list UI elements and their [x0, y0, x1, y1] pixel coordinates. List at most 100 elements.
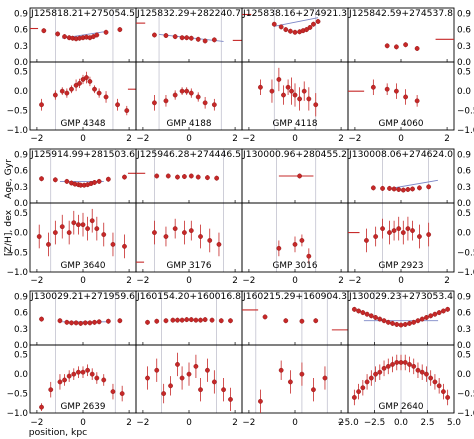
age-point: [57, 318, 63, 324]
right-age-tick: 0.9: [457, 150, 471, 160]
x-tick-label: 0: [292, 134, 298, 144]
age-point: [380, 186, 385, 191]
zh-point: [39, 102, 44, 108]
zh-point: [276, 77, 282, 82]
galaxy-label: GMP 2923: [379, 261, 424, 271]
x-tick-label: 0: [80, 276, 86, 286]
age-point: [417, 185, 422, 191]
zh-point: [436, 383, 442, 389]
x-tick-label: 0: [398, 134, 404, 144]
age-point: [445, 306, 451, 312]
zh-point: [87, 79, 93, 84]
galaxy-label: GMP 4348: [61, 119, 106, 129]
age-point: [211, 37, 217, 43]
right-zh-tick: 0.5: [457, 68, 471, 78]
right-zh-tick: −0.5: [457, 390, 474, 400]
y-axis-label-zh: [Z/H], dex: [3, 209, 14, 256]
x-tick-label: 0: [186, 418, 192, 428]
right-age-tick: 0.9: [457, 292, 471, 302]
zh-point: [400, 230, 406, 235]
age-point: [385, 319, 391, 325]
left-zh-tick: −1.0: [7, 126, 29, 136]
x-tick-label: −2: [30, 134, 43, 144]
zh-point: [115, 102, 120, 108]
right-zh-tick: −1.0: [457, 409, 474, 419]
zh-point: [36, 234, 42, 239]
left-zh-tick: 0.0: [14, 87, 28, 97]
age-point: [117, 27, 123, 32]
age-point: [283, 318, 289, 324]
galaxy-label: GMP 3176: [167, 261, 212, 271]
age-point: [64, 178, 70, 184]
right-zh-tick: −1.0: [457, 268, 474, 278]
zh-point: [96, 90, 102, 96]
zh-point: [161, 391, 167, 396]
left-age-tick: 0.0: [14, 341, 28, 351]
zh-point: [205, 367, 210, 373]
zh-point: [278, 367, 284, 373]
right-age-tick: 0.6: [457, 167, 471, 177]
age-point: [96, 178, 102, 184]
zh-point: [370, 84, 376, 90]
x-tick-label: 2: [232, 134, 238, 144]
zh-point: [145, 375, 150, 381]
zh-point: [84, 75, 89, 80]
x-tick-label: 0.0: [394, 418, 408, 428]
age-point: [165, 173, 171, 179]
x-tick-label: −2: [242, 134, 255, 144]
age-point: [360, 310, 366, 315]
left-zh-tick: 0.5: [14, 68, 28, 78]
zh-point: [396, 226, 402, 232]
zh-point: [198, 234, 203, 239]
age-point: [105, 318, 111, 324]
age-point: [419, 316, 425, 322]
age-point: [410, 186, 415, 192]
right-age-tick: 0.0: [457, 199, 471, 209]
age-point: [73, 320, 79, 326]
galaxy-label: GMP 4188: [167, 119, 212, 129]
zh-point: [110, 241, 116, 247]
zh-point: [299, 371, 305, 377]
galaxy-label: GMP 4118: [273, 119, 318, 129]
zh-point: [292, 92, 298, 98]
x-tick-label: −2: [242, 418, 255, 428]
right-age-tick: 0.3: [457, 42, 471, 52]
galaxy-label: GMP 2640: [379, 402, 424, 412]
age-point: [432, 311, 438, 317]
right-zh-tick: 0.0: [457, 87, 471, 97]
x-tick-label: 2: [338, 134, 344, 144]
x-axis-label: position, kpc: [29, 427, 87, 438]
panel-title: J160215.29+160904.3: [242, 291, 347, 302]
zh-point: [101, 377, 107, 383]
x-tick-label: −2: [30, 276, 43, 286]
x-tick-label: 2: [232, 418, 238, 428]
panel-title: J130029.23+273053.4: [348, 291, 453, 302]
age-point: [82, 320, 88, 326]
zh-point: [301, 88, 307, 94]
right-age-tick: 0.0: [457, 341, 471, 351]
age-point: [287, 28, 293, 34]
age-point: [402, 322, 408, 327]
age-point: [218, 318, 224, 324]
outer-axes: 0.9 0.90.6 0.60.3 0.30.0 0.00.5 0.50.0 0.0−0.5…: [7, 9, 474, 419]
age-point: [122, 174, 127, 180]
zh-point: [289, 88, 294, 94]
panel-1: J125818.21+275054.5 GMP 4348 −2 0 2: [29, 7, 137, 144]
age-point: [391, 186, 397, 192]
zh-point: [85, 226, 91, 232]
age-point: [41, 28, 47, 34]
age-point: [175, 317, 180, 323]
zh-point: [373, 371, 378, 377]
zh-point: [154, 367, 160, 373]
left-age-tick: 0.3: [14, 183, 28, 193]
x-tick-label: 0: [186, 134, 192, 144]
zh-point: [311, 387, 316, 393]
zh-point: [387, 230, 392, 235]
age-point: [69, 320, 74, 326]
right-zh-tick: 0.5: [457, 209, 471, 219]
zh-point: [424, 371, 429, 377]
right-age-tick: 0.0: [457, 58, 471, 68]
zh-point: [188, 228, 194, 234]
galaxy-label: GMP 3640: [61, 261, 106, 271]
